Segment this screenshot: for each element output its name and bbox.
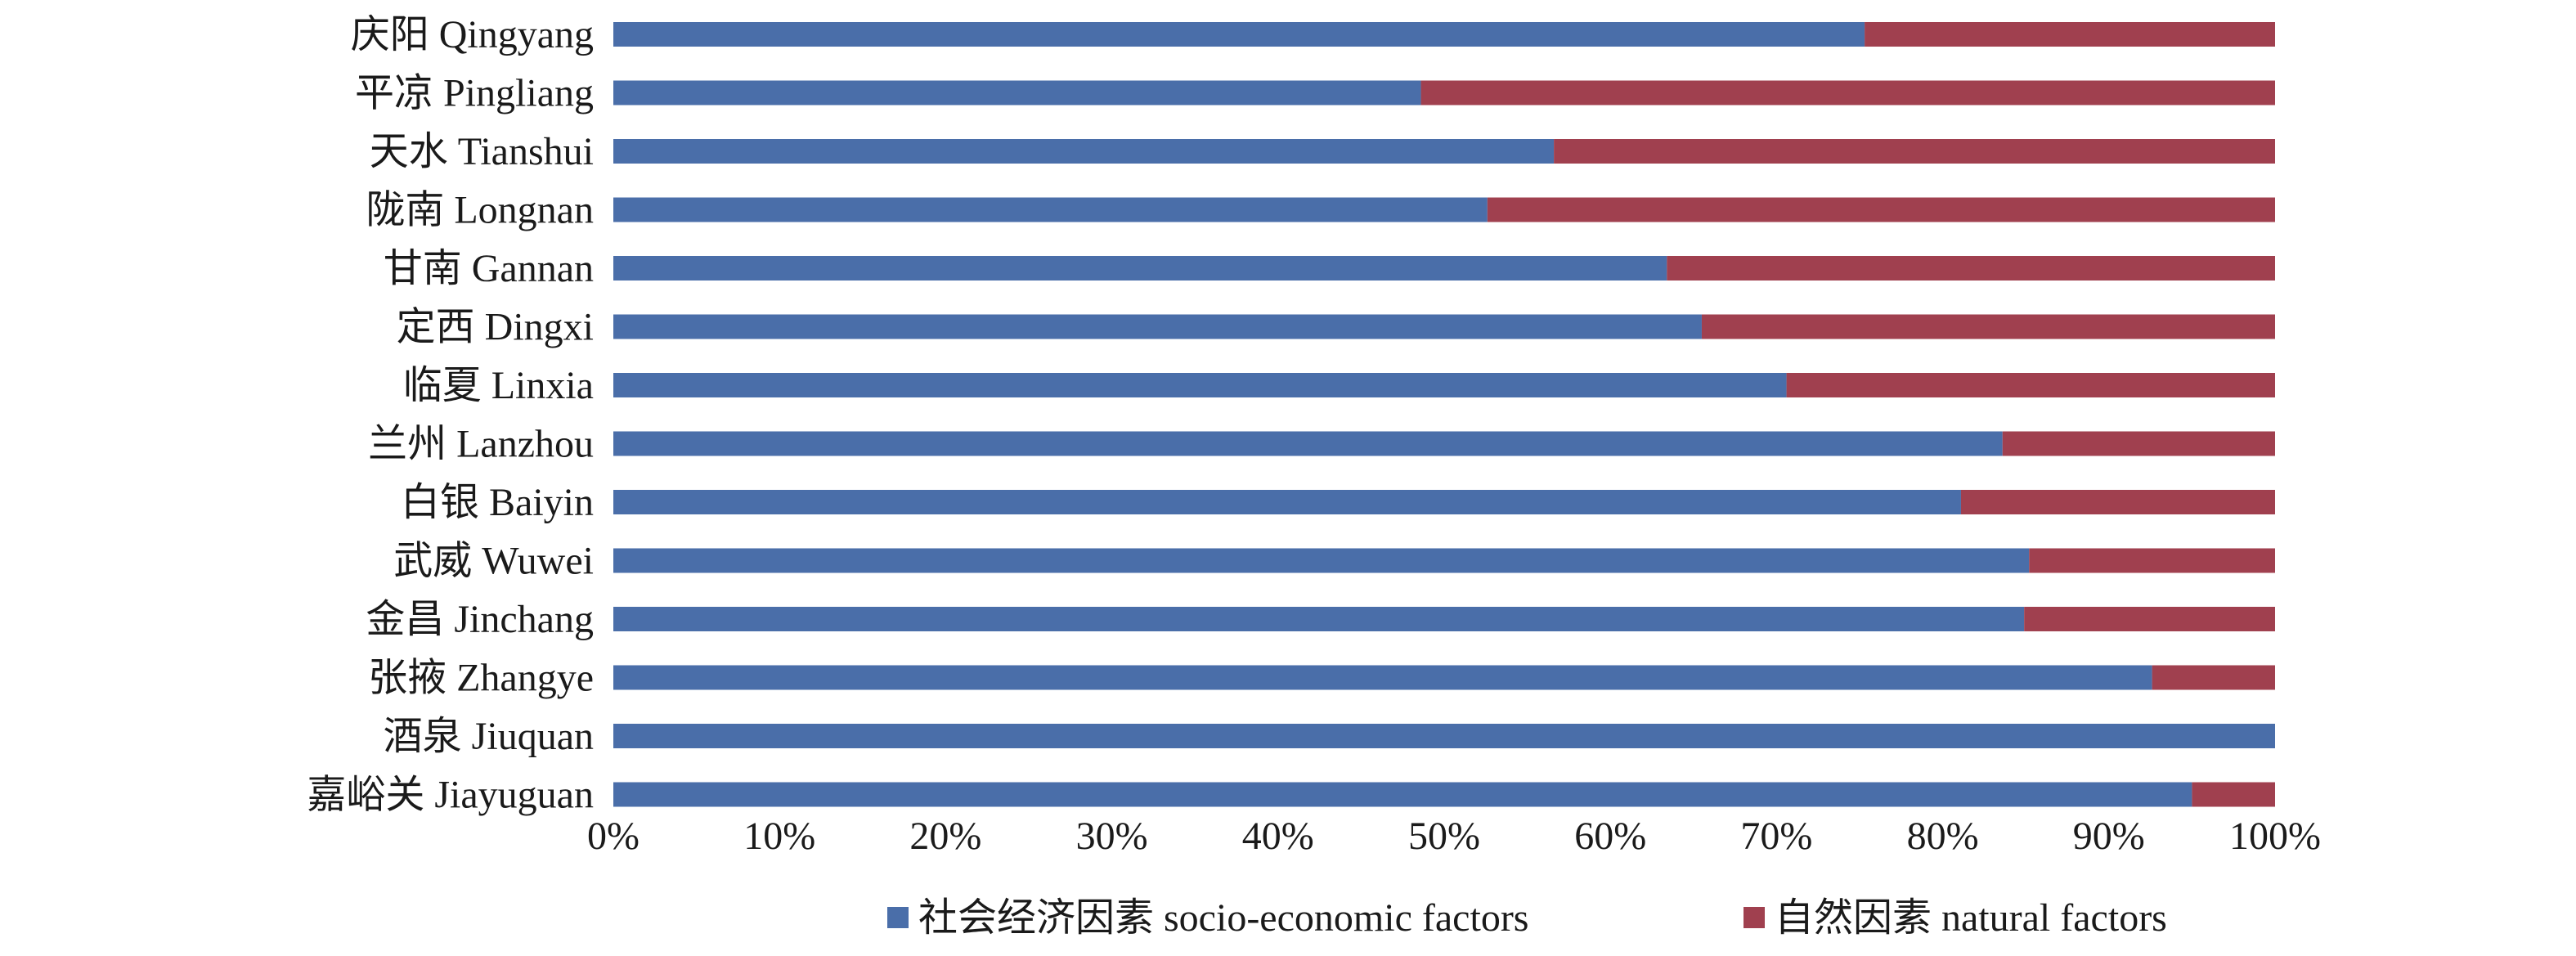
bar-socio-economic [613,197,1488,222]
category-label: 兰州 Lanzhou [368,423,594,466]
bar-socio-economic [613,490,1961,514]
bars-layer [613,22,2275,807]
category-labels: 庆阳 Qingyang 平凉 Pingliang 天水 Tianshui 陇南 Lon… [307,13,594,817]
legend-swatch-natural [1744,907,1765,928]
category-label: 临夏 Linxia [403,364,594,407]
legend-swatch-socio-economic [887,907,909,928]
category-label: 甘南 Gannan [384,247,594,290]
bar-socio-economic [613,607,2025,631]
bar-natural [1786,373,2275,397]
bar-socio-economic [613,22,1865,47]
bar-socio-economic [613,665,2152,690]
bar-socio-economic [613,548,2030,573]
x-tick-label: 80% [1907,815,1979,858]
bar-natural [1554,139,2275,164]
legend-label-natural: 自然因素 natural factors [1775,896,2167,940]
bar-socio-economic [613,80,1421,105]
category-label: 白银 Baiyin [401,481,594,524]
bar-natural [1420,80,2275,105]
x-tick-label: 0% [587,815,640,858]
category-label: 天水 Tianshui [370,130,594,173]
x-tick-label: 60% [1574,815,1646,858]
bar-socio-economic [613,373,1787,397]
bar-natural [1487,197,2275,222]
x-tick-label: 90% [2073,815,2145,858]
bar-socio-economic [613,139,1555,164]
x-tick-label: 70% [1740,815,1812,858]
category-label: 金昌 Jinchang [366,598,594,641]
x-axis-ticks: 0% 10% 20% 30% 40% 50% 60% 70% 80% 90% 100% [587,815,2321,858]
bar-socio-economic [613,724,2275,748]
category-label: 陇南 Longnan [366,189,594,232]
category-label: 嘉峪关 Jiayuguan [307,774,594,817]
bar-socio-economic [613,431,2003,456]
legend-label-socio-economic: 社会经济因素 socio-economic factors [918,896,1529,940]
legend: 社会经济因素 socio-economic factors 自然因素 natura… [887,896,2167,940]
x-tick-label: 20% [909,815,981,858]
x-tick-label: 100% [2229,815,2321,858]
bar-socio-economic [613,256,1667,281]
x-tick-label: 30% [1076,815,1148,858]
category-label: 武威 Wuwei [393,540,594,583]
bar-natural [2029,548,2275,573]
bar-natural [2152,665,2275,690]
x-tick-label: 40% [1242,815,1314,858]
bar-natural [1667,256,2275,281]
category-label: 平凉 Pingliang [355,72,594,115]
bar-socio-economic [613,314,1702,339]
category-label: 酒泉 Jiuquan [384,715,594,758]
bar-natural [2002,431,2275,456]
category-label: 庆阳 Qingyang [351,13,594,56]
bar-natural [1701,314,2275,339]
x-tick-label: 50% [1408,815,1480,858]
category-label: 张掖 Zhangye [368,657,594,700]
bar-natural [1960,490,2275,514]
bar-natural [2024,607,2275,631]
x-tick-label: 10% [743,815,815,858]
bar-socio-economic [613,782,2192,807]
bar-natural [2192,782,2275,807]
category-label: 定西 Dingxi [397,306,594,349]
bar-natural [1865,22,2275,47]
